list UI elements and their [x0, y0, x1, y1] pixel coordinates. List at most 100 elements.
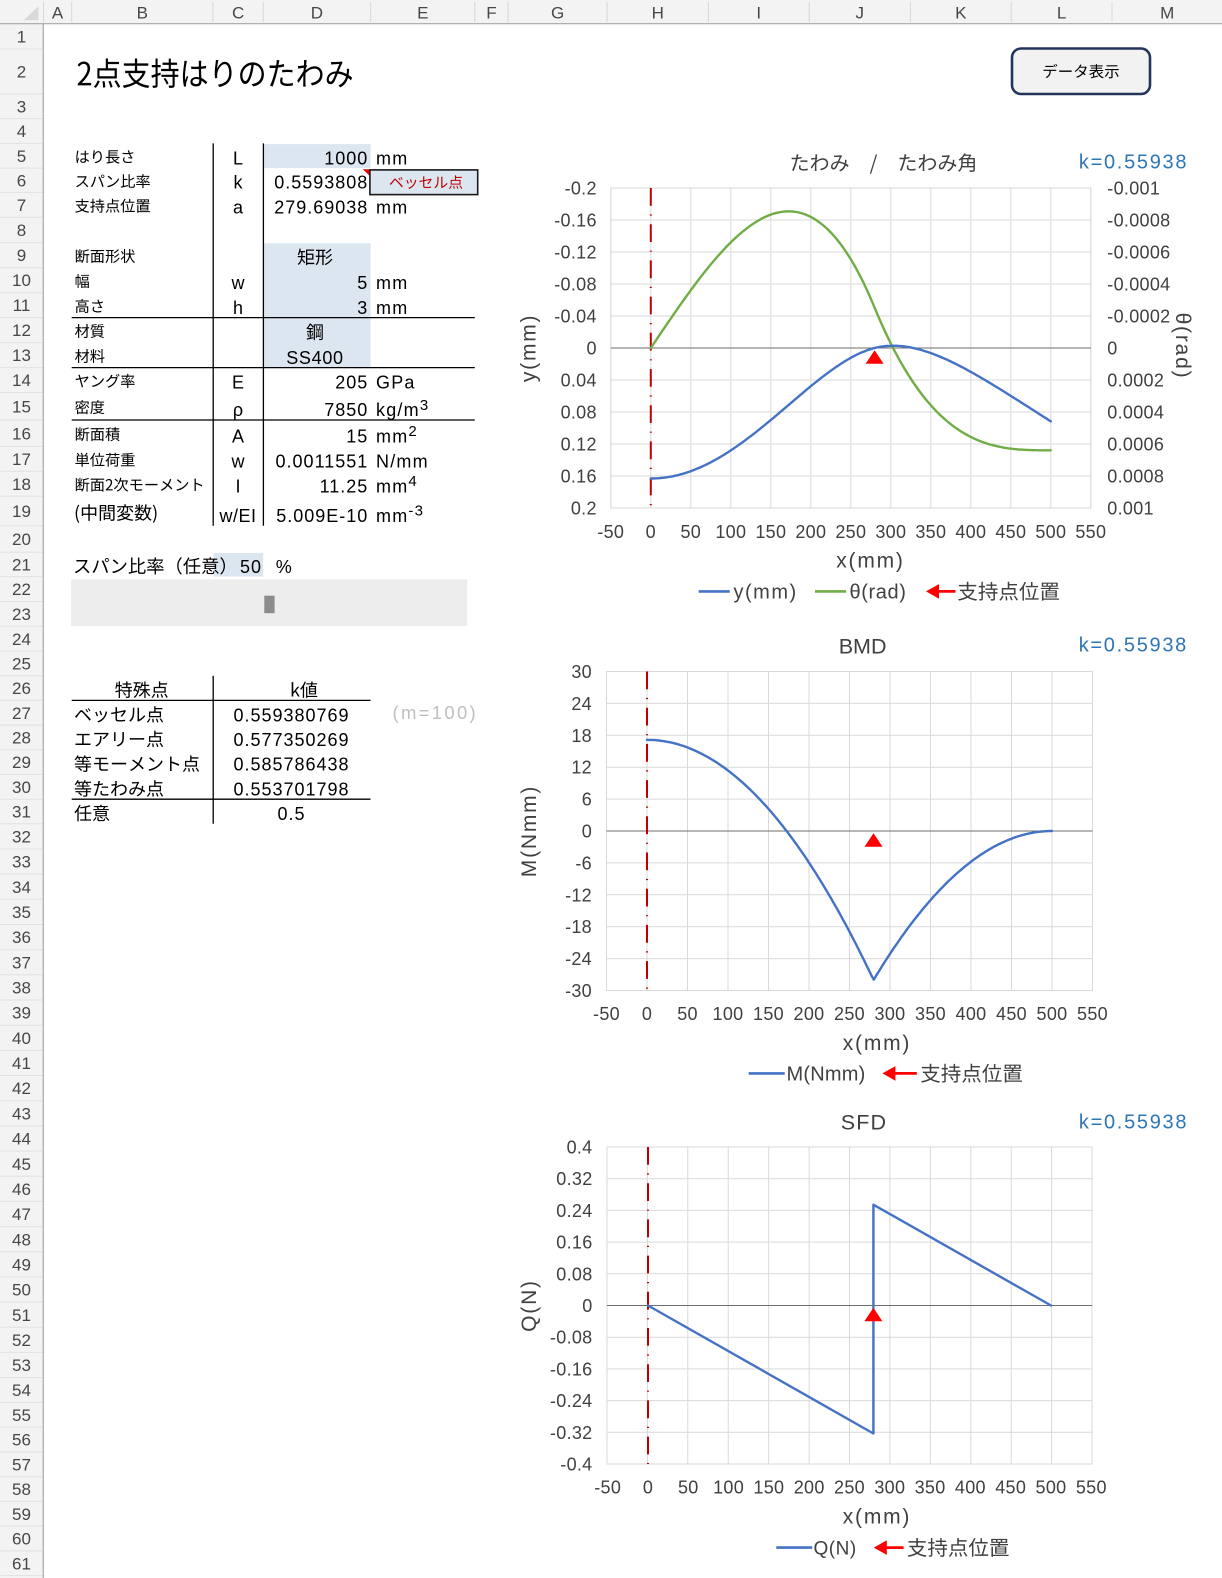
svg-text:mm: mm: [376, 298, 408, 318]
svg-text:150: 150: [753, 1004, 784, 1024]
svg-text:550: 550: [1076, 1478, 1107, 1498]
svg-text:19: 19: [12, 502, 31, 521]
svg-text:100: 100: [713, 1478, 744, 1498]
svg-text:53: 53: [12, 1356, 31, 1375]
svg-text:G: G: [551, 3, 564, 22]
svg-text:-0.0008: -0.0008: [1107, 211, 1170, 231]
svg-text:-0.24: -0.24: [550, 1391, 593, 1411]
svg-text:0.559380769: 0.559380769: [233, 705, 349, 725]
svg-text:50: 50: [680, 522, 701, 542]
svg-text:56: 56: [12, 1431, 31, 1450]
svg-text:0.2: 0.2: [571, 499, 597, 519]
svg-text:GPa: GPa: [376, 373, 416, 393]
svg-text:50: 50: [12, 1281, 31, 1300]
svg-text:12: 12: [571, 758, 592, 778]
svg-text:32: 32: [12, 828, 31, 847]
svg-text:0.585786438: 0.585786438: [233, 755, 349, 775]
svg-text:-6: -6: [575, 853, 592, 873]
svg-text:46: 46: [12, 1180, 31, 1199]
svg-text:-0.0002: -0.0002: [1107, 307, 1170, 327]
svg-text:M(Nmm): M(Nmm): [787, 1064, 866, 1086]
svg-text:50: 50: [678, 1478, 699, 1498]
svg-text:50: 50: [677, 1004, 698, 1024]
svg-text:27: 27: [12, 704, 31, 723]
svg-text:L: L: [233, 148, 243, 168]
svg-text:0.5593808: 0.5593808: [274, 173, 368, 193]
svg-text:400: 400: [955, 1478, 986, 1498]
svg-text:0: 0: [643, 1478, 653, 1498]
svg-text:0.32: 0.32: [556, 1169, 592, 1189]
svg-text:42: 42: [12, 1079, 31, 1098]
svg-text:x(mm): x(mm): [836, 550, 904, 573]
svg-text:21: 21: [12, 556, 31, 575]
svg-text:-0.001: -0.001: [1107, 179, 1160, 199]
svg-text:300: 300: [875, 1004, 906, 1024]
svg-text:k=0.55938: k=0.55938: [1079, 635, 1188, 657]
svg-text:400: 400: [956, 1004, 987, 1024]
svg-text:55: 55: [12, 1406, 31, 1425]
svg-text:0.08: 0.08: [561, 403, 597, 423]
svg-text:54: 54: [12, 1381, 31, 1400]
svg-text:11: 11: [13, 296, 31, 315]
svg-text:ρ: ρ: [233, 400, 243, 420]
svg-text:17: 17: [12, 450, 31, 469]
svg-text:8: 8: [17, 221, 26, 240]
svg-text:C: C: [232, 3, 244, 22]
svg-text:0.0002: 0.0002: [1107, 371, 1164, 391]
svg-text:20: 20: [12, 530, 31, 549]
svg-text:Q(N): Q(N): [814, 1538, 857, 1559]
svg-text:N/mm: N/mm: [376, 451, 429, 471]
svg-text:E: E: [232, 373, 244, 393]
svg-text:7850: 7850: [324, 400, 368, 420]
svg-text:0: 0: [582, 822, 592, 842]
svg-text:550: 550: [1075, 522, 1106, 542]
svg-text:5: 5: [357, 273, 368, 293]
svg-text:0: 0: [646, 522, 656, 542]
svg-text:44: 44: [12, 1130, 31, 1149]
svg-text:0.0006: 0.0006: [1107, 435, 1164, 455]
svg-text:50: 50: [240, 557, 262, 577]
svg-text:3: 3: [357, 298, 368, 318]
svg-text:100: 100: [713, 1004, 744, 1024]
svg-text:F: F: [486, 3, 496, 22]
svg-text:0.4: 0.4: [567, 1138, 593, 1158]
svg-text:450: 450: [996, 1004, 1027, 1024]
svg-text:y(mm): y(mm): [734, 582, 798, 604]
svg-text:450: 450: [995, 1478, 1026, 1498]
svg-text:-50: -50: [593, 1004, 620, 1024]
svg-text:kg/m3: kg/m3: [376, 397, 429, 420]
svg-text:SS400: SS400: [286, 348, 344, 368]
svg-text:500: 500: [1036, 1478, 1067, 1498]
svg-text:k=0.55938: k=0.55938: [1079, 1112, 1188, 1134]
svg-text:-0.4: -0.4: [560, 1455, 592, 1475]
svg-text:35: 35: [12, 903, 31, 922]
svg-text:47: 47: [12, 1205, 31, 1224]
svg-text:mm: mm: [376, 197, 408, 217]
svg-text:-0.32: -0.32: [550, 1423, 593, 1443]
svg-text:6: 6: [17, 171, 26, 190]
svg-text:-0.16: -0.16: [550, 1359, 593, 1379]
svg-text:θ(rad): θ(rad): [850, 582, 907, 604]
svg-text:0.0004: 0.0004: [1107, 403, 1164, 423]
svg-text:mm4: mm4: [376, 473, 418, 496]
svg-text:200: 200: [794, 1478, 825, 1498]
svg-text:w/EI: w/EI: [218, 506, 256, 526]
svg-text:41: 41: [12, 1054, 31, 1073]
svg-text:28: 28: [12, 729, 31, 748]
svg-text:-12: -12: [565, 885, 592, 905]
svg-text:43: 43: [12, 1104, 31, 1123]
svg-text:w: w: [231, 273, 246, 293]
svg-text:0: 0: [586, 339, 596, 359]
svg-text:400: 400: [955, 522, 986, 542]
svg-text:60: 60: [12, 1530, 31, 1549]
svg-text:mm-3: mm-3: [376, 503, 424, 526]
svg-text:500: 500: [1035, 522, 1066, 542]
svg-text:57: 57: [12, 1455, 31, 1474]
svg-text:-0.04: -0.04: [554, 307, 597, 327]
svg-text:33: 33: [12, 853, 31, 872]
svg-text:40: 40: [12, 1029, 31, 1048]
svg-text:205: 205: [335, 373, 368, 393]
svg-text:13: 13: [12, 346, 31, 365]
svg-text:-30: -30: [565, 981, 592, 1001]
svg-text:θ(rad): θ(rad): [1171, 313, 1194, 380]
